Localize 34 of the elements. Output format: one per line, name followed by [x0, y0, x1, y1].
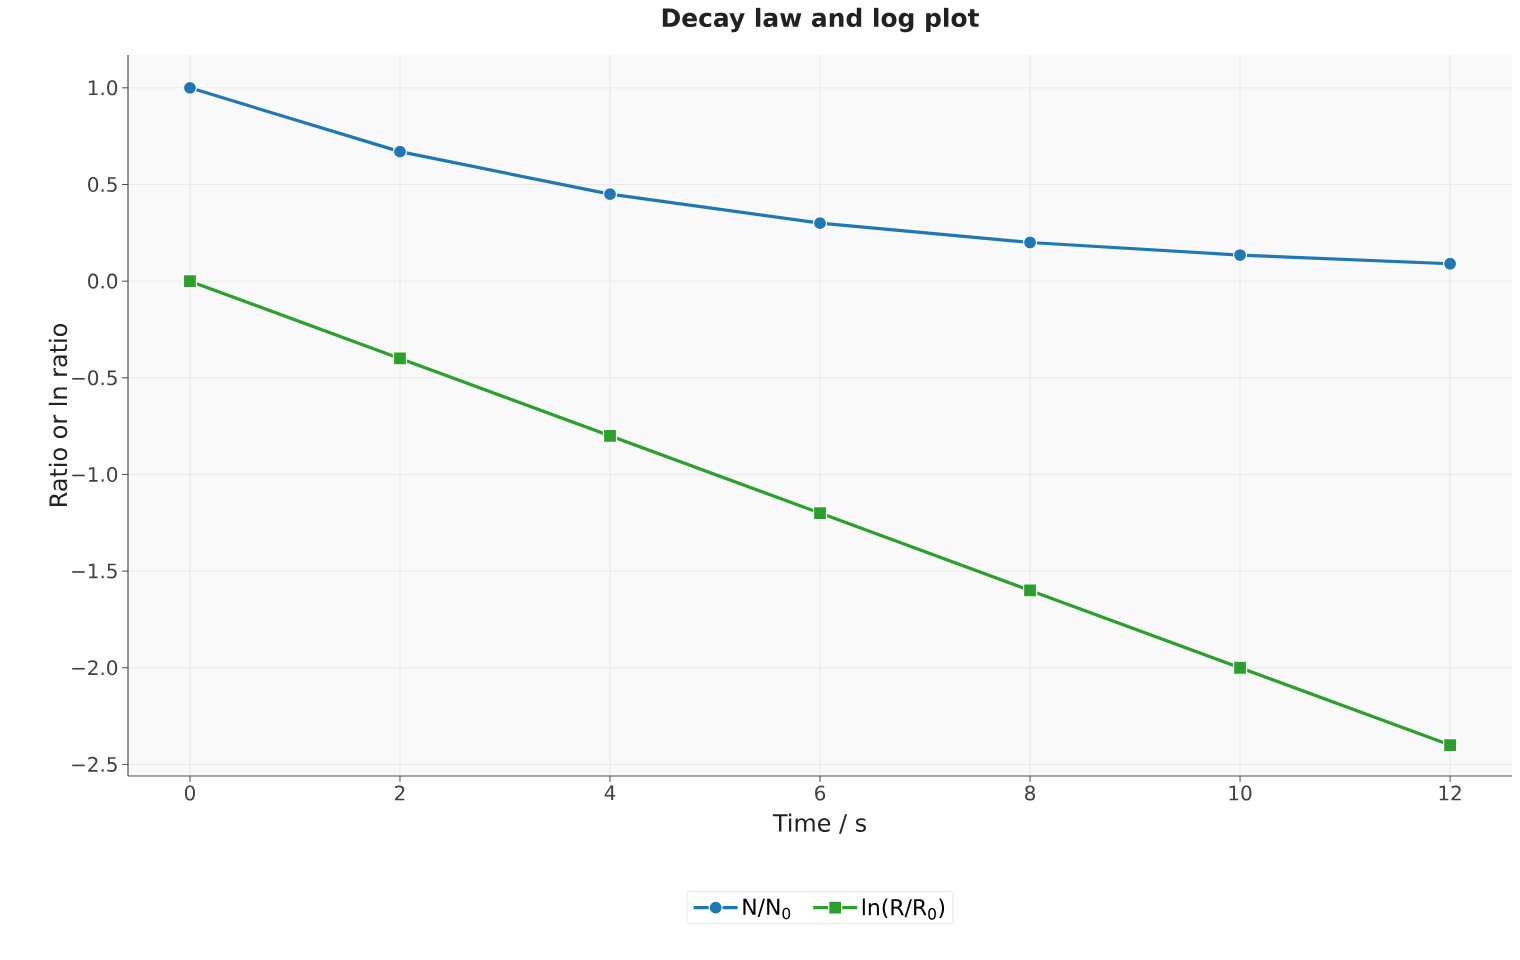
point — [812, 216, 828, 231]
point — [1232, 660, 1248, 675]
y-tick-label: −1.5 — [72, 563, 117, 579]
x-tick-label: 0 — [184, 785, 195, 801]
x-tick-label: 12 — [1439, 785, 1461, 801]
point — [812, 506, 828, 521]
x-tick-label: 2 — [395, 785, 405, 801]
x-tick-label: 10 — [1229, 785, 1252, 801]
point — [392, 351, 408, 366]
y-axis-title: Ratio or ln ratio — [48, 324, 68, 506]
x-tick-label: 8 — [1025, 785, 1036, 801]
y-tick-label: −2.5 — [72, 756, 117, 772]
y-tick-label: −0.5 — [72, 370, 117, 386]
legend-label: ln(R/R$_{0}$) — [862, 898, 945, 920]
x-axis-title: Time / s — [772, 813, 866, 834]
point — [1442, 256, 1458, 271]
point — [182, 274, 198, 289]
point — [1442, 737, 1458, 753]
y-tick-label: 0.5 — [88, 176, 117, 193]
y-tick-label: −2.0 — [72, 660, 118, 676]
legend-label: N/N$_{0}$ — [743, 898, 791, 920]
point — [1022, 583, 1038, 598]
point — [392, 144, 408, 159]
point — [1022, 235, 1038, 250]
y-tick-label: 0.0 — [88, 273, 118, 289]
y-tick-label: −1.0 — [72, 466, 118, 482]
point — [602, 187, 618, 202]
point — [1232, 247, 1248, 263]
point — [182, 80, 198, 95]
point — [602, 428, 618, 443]
x-tick-label: 6 — [815, 785, 826, 801]
x-tick-label: 4 — [604, 785, 616, 801]
y-tick-label: 1.0 — [88, 80, 118, 96]
chart-title: Decay law and log plot — [662, 7, 979, 33]
